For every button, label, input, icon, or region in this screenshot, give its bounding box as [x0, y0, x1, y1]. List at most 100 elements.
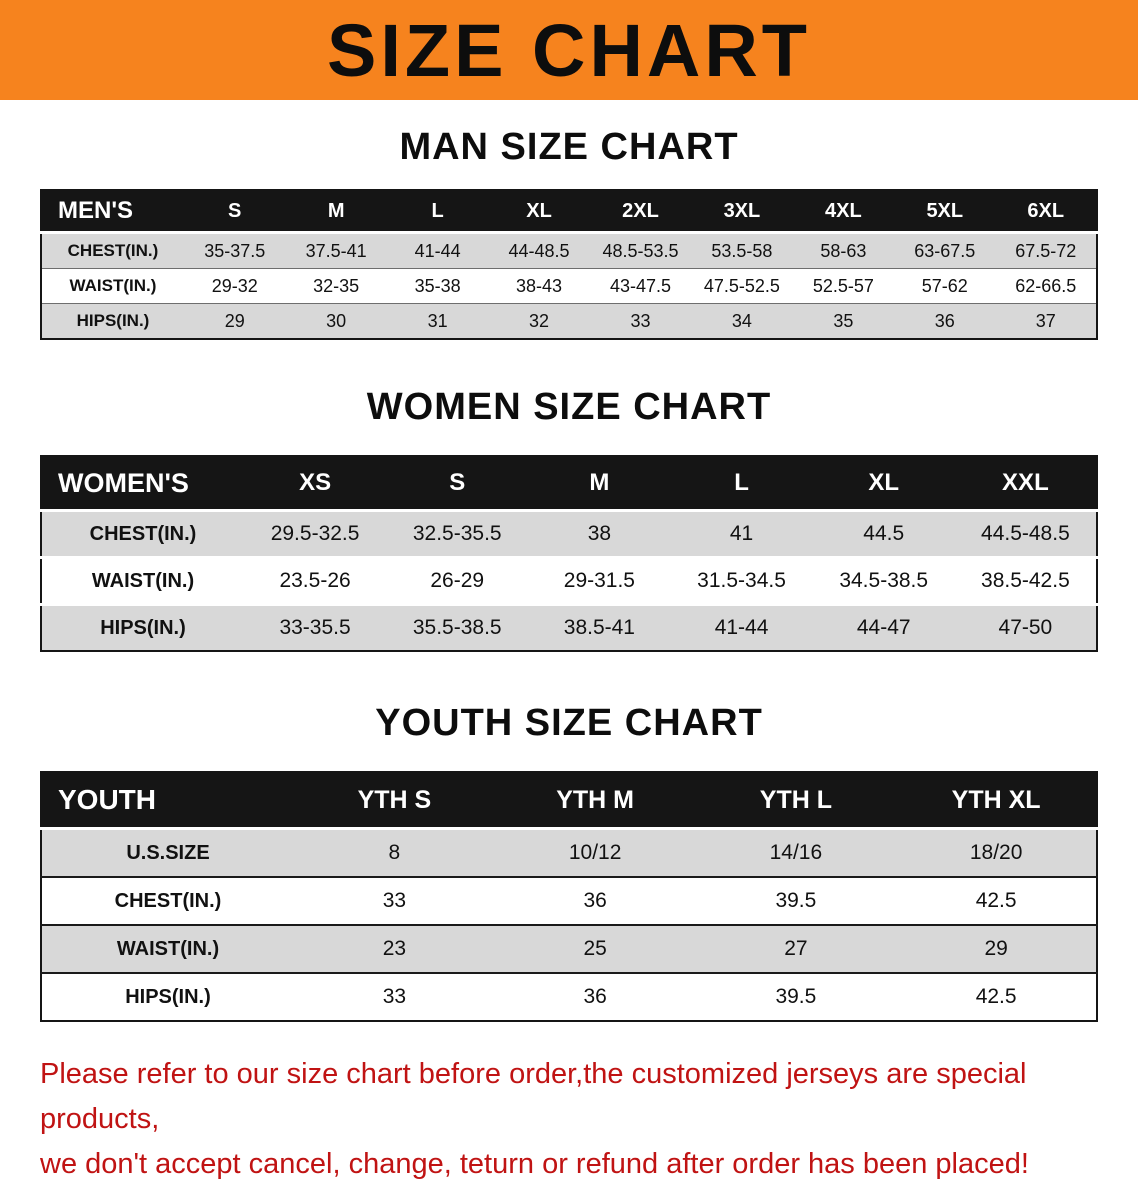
section-women: WOMEN SIZE CHART WOMEN'S XS S M L XL XXL CHEST(…	[0, 386, 1138, 652]
data-cell: 38-43	[488, 268, 590, 304]
data-cell: 23	[294, 924, 495, 973]
section-men: MAN SIZE CHART MEN'S S M L XL 2XL 3XL 4XL 5XL 6XL…	[0, 126, 1138, 340]
disclaimer-line-2: we don't accept cancel, change, teturn o…	[40, 1147, 1029, 1180]
data-cell: 23.5-26	[244, 556, 387, 605]
section-youth: YOUTH SIZE CHART YOUTH YTH S YTH M YTH L YTH…	[0, 702, 1138, 1022]
banner: SIZE CHART	[0, 0, 1138, 100]
table-row: HIPS(IN.) 33-35.5 35.5-38.5 38.5-41 41-44 44-…	[41, 603, 1097, 651]
data-cell: 14/16	[695, 827, 897, 877]
data-cell: 48.5-53.5	[589, 232, 692, 269]
womens-size-table: WOMEN'S XS S M L XL XXL CHEST(IN.) 29.5-32.5 32.5…	[40, 455, 1098, 652]
page-title: SIZE CHART	[327, 8, 811, 92]
data-cell: 44.5	[812, 509, 955, 558]
data-cell: 8	[294, 827, 495, 877]
table-header-row: MEN'S S M L XL 2XL 3XL 4XL 5XL 6XL	[41, 190, 1097, 234]
table-row: CHEST(IN.) 33 36 39.5 42.5	[41, 876, 1097, 925]
table-row: WAIST(IN.) 29-32 32-35 35-38 38-43 43-47.5 47.…	[41, 268, 1097, 304]
table-row: WAIST(IN.) 23.5-26 26-29 29-31.5 31.5-34.5 34…	[41, 556, 1097, 605]
column-header: S	[386, 456, 529, 512]
data-cell: 42.5	[896, 972, 1097, 1021]
data-cell: 18/20	[896, 827, 1097, 877]
data-cell: 29	[896, 924, 1097, 973]
data-cell: 35-37.5	[184, 232, 286, 269]
table-row: HIPS(IN.) 33 36 39.5 42.5	[41, 972, 1097, 1021]
row-label: U.S.SIZE	[41, 827, 294, 877]
column-header: 3XL	[691, 190, 793, 234]
data-cell: 38	[528, 509, 671, 558]
column-header: XXL	[954, 456, 1097, 512]
data-cell: 27	[695, 924, 897, 973]
data-cell: 34.5-38.5	[812, 556, 955, 605]
column-header: 6XL	[995, 190, 1097, 234]
disclaimer-line-1: Please refer to our size chart before or…	[40, 1058, 1027, 1135]
table-header-row: WOMEN'S XS S M L XL XXL	[41, 456, 1097, 512]
data-cell: 44-47	[812, 603, 955, 651]
table-row: CHEST(IN.) 35-37.5 37.5-41 41-44 44-48.5 48.5…	[41, 232, 1097, 269]
data-cell: 37.5-41	[285, 232, 387, 269]
data-cell: 36	[894, 303, 996, 339]
data-cell: 10/12	[494, 827, 696, 877]
data-cell: 30	[285, 303, 387, 339]
column-header: S	[184, 190, 286, 234]
data-cell: 32	[488, 303, 590, 339]
column-header: XL	[488, 190, 590, 234]
row-label: CHEST(IN.)	[41, 876, 294, 925]
data-cell: 41	[670, 509, 813, 558]
data-cell: 32-35	[285, 268, 387, 304]
row-label: CHEST(IN.)	[41, 232, 184, 269]
data-cell: 42.5	[896, 876, 1097, 925]
data-cell: 57-62	[894, 268, 996, 304]
data-cell: 33	[294, 972, 495, 1021]
youth-size-table: YOUTH YTH S YTH M YTH L YTH XL U.S.SIZE 8 10/12…	[40, 771, 1098, 1022]
row-label: WAIST(IN.)	[41, 924, 294, 973]
data-cell: 31	[386, 303, 489, 339]
table-header-row: YOUTH YTH S YTH M YTH L YTH XL	[41, 772, 1097, 830]
men-section-heading: MAN SIZE CHART	[399, 126, 739, 168]
table-title-cell: MEN'S	[41, 190, 184, 234]
table-row: WAIST(IN.) 23 25 27 29	[41, 924, 1097, 973]
data-cell: 36	[494, 972, 696, 1021]
column-header: XL	[812, 456, 955, 512]
data-cell: 34	[691, 303, 793, 339]
data-cell: 38.5-41	[528, 603, 671, 651]
data-cell: 35.5-38.5	[386, 603, 529, 651]
table-row: HIPS(IN.) 29 30 31 32 33 34 35 36 37	[41, 303, 1097, 339]
mens-size-table: MEN'S S M L XL 2XL 3XL 4XL 5XL 6XL CHEST(IN.) 35-37…	[40, 189, 1098, 340]
data-cell: 32.5-35.5	[386, 509, 529, 558]
data-cell: 29.5-32.5	[244, 509, 387, 558]
data-cell: 62-66.5	[995, 268, 1097, 304]
data-cell: 52.5-57	[792, 268, 895, 304]
data-cell: 35-38	[386, 268, 489, 304]
column-header: YTH XL	[896, 772, 1097, 830]
data-cell: 35	[792, 303, 895, 339]
data-cell: 29	[184, 303, 286, 339]
data-cell: 33-35.5	[244, 603, 387, 651]
data-cell: 29-32	[184, 268, 286, 304]
column-header: YTH S	[294, 772, 495, 830]
data-cell: 43-47.5	[589, 268, 692, 304]
data-cell: 39.5	[695, 876, 897, 925]
table-title-cell: YOUTH	[41, 772, 294, 830]
column-header: YTH L	[695, 772, 897, 830]
data-cell: 47-50	[954, 603, 1097, 651]
data-cell: 63-67.5	[894, 232, 996, 269]
row-label: CHEST(IN.)	[41, 509, 244, 558]
table-row: CHEST(IN.) 29.5-32.5 32.5-35.5 38 41 44.5 44.5…	[41, 509, 1097, 558]
data-cell: 25	[494, 924, 696, 973]
row-label: WAIST(IN.)	[41, 556, 244, 605]
data-cell: 37	[995, 303, 1097, 339]
column-header: M	[285, 190, 387, 234]
data-cell: 33	[294, 876, 495, 925]
column-header: XS	[244, 456, 387, 512]
data-cell: 44.5-48.5	[954, 509, 1097, 558]
data-cell: 29-31.5	[528, 556, 671, 605]
data-cell: 33	[589, 303, 692, 339]
data-cell: 58-63	[792, 232, 895, 269]
column-header: YTH M	[494, 772, 696, 830]
data-cell: 26-29	[386, 556, 529, 605]
row-label: WAIST(IN.)	[41, 268, 184, 304]
column-header: 4XL	[792, 190, 895, 234]
data-cell: 44-48.5	[488, 232, 590, 269]
data-cell: 47.5-52.5	[691, 268, 793, 304]
row-label: HIPS(IN.)	[41, 972, 294, 1021]
